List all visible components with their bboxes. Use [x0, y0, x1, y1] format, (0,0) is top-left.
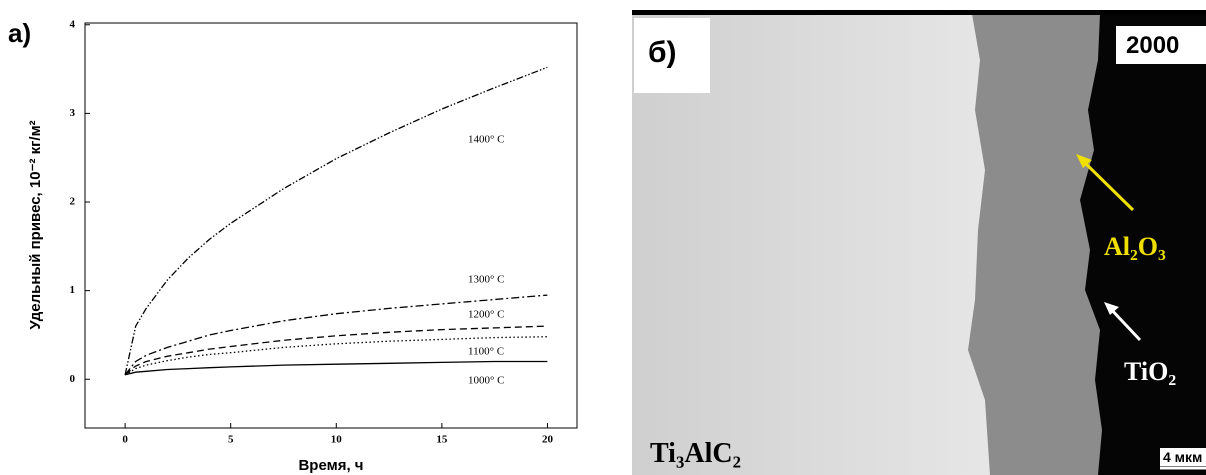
y-axis-label: Удельный привес, 10⁻² кг/м²: [27, 120, 44, 329]
phase-label: Al₂O₃: [1104, 232, 1166, 261]
series-label: 1000° C: [468, 375, 505, 387]
y-tick-label: 4: [70, 18, 76, 30]
y-tick-label: 2: [70, 196, 76, 208]
series-line: [124, 325, 548, 376]
series-line: [124, 336, 548, 376]
panel-label: б): [648, 36, 677, 69]
arrow: [1078, 156, 1135, 212]
series-label: 1200° C: [468, 309, 505, 321]
y-tick-label: 3: [70, 107, 76, 119]
series-label: 1400° C: [468, 134, 505, 146]
x-axis-label: Время, ч: [298, 457, 363, 474]
x-tick-label: 5: [228, 434, 234, 446]
scale-bar-label: 4 мкм: [1163, 449, 1202, 465]
magnification: 2000: [1126, 32, 1179, 59]
series-label: 1100° C: [468, 346, 504, 358]
phase-label: TiO₂: [1124, 357, 1176, 386]
micrograph: б) 2000 Al₂O₃ TiO₂ Ti₃AlC₂ 4 мкм: [632, 10, 1206, 475]
y-tick-label: 1: [70, 284, 76, 296]
x-tick-label: 10: [331, 434, 343, 446]
phase-label: Ti₃AlC₂: [650, 438, 741, 469]
panel-label: а): [8, 18, 31, 48]
plot-frame: [84, 22, 578, 429]
x-tick-label: 15: [436, 434, 448, 446]
x-tick-label: 0: [122, 434, 128, 446]
series-line: [124, 360, 548, 376]
series-line: [124, 66, 548, 375]
series-line: [124, 294, 548, 376]
series-label: 1300° C: [468, 274, 505, 286]
x-tick-label: 20: [542, 434, 554, 446]
y-tick-label: 0: [70, 373, 76, 385]
